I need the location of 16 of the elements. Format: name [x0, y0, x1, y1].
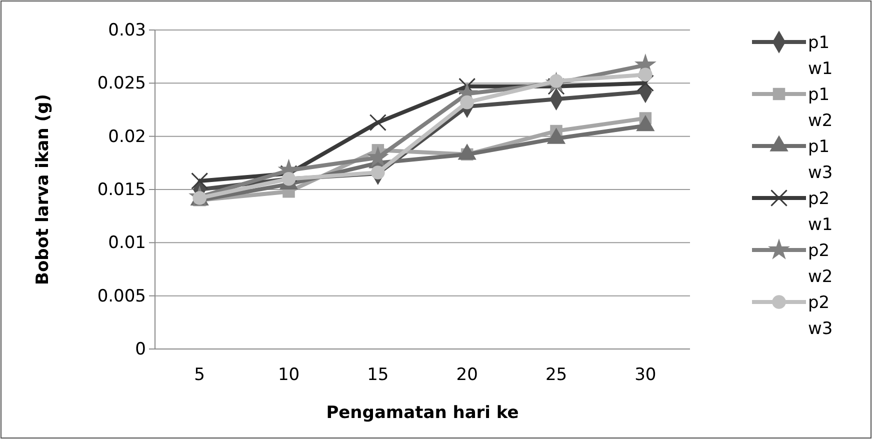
- x-tick-label: 5: [194, 365, 205, 386]
- y-axis-title: Bobot larva ikan (g): [33, 94, 53, 286]
- y-tick-label: 0.02: [108, 126, 146, 147]
- y-tick-label: 0.015: [97, 180, 146, 200]
- x-axis-title: Pengamatan hari ke: [326, 403, 519, 423]
- legend-label: p2 w3: [808, 293, 833, 339]
- x-tick-label: 20: [456, 365, 478, 386]
- x-tick-label: 25: [545, 365, 568, 386]
- y-tick-label: 0.005: [97, 286, 146, 306]
- y-tick-label: 0: [135, 339, 146, 360]
- x-tick-label: 15: [367, 365, 389, 386]
- x-tick-label: 10: [278, 365, 300, 386]
- y-tick-label: 0.03: [108, 20, 146, 40]
- y-tick-label: 0.025: [97, 74, 146, 94]
- y-tick-label: 0.01: [108, 233, 146, 254]
- x-tick-label: 30: [634, 365, 656, 386]
